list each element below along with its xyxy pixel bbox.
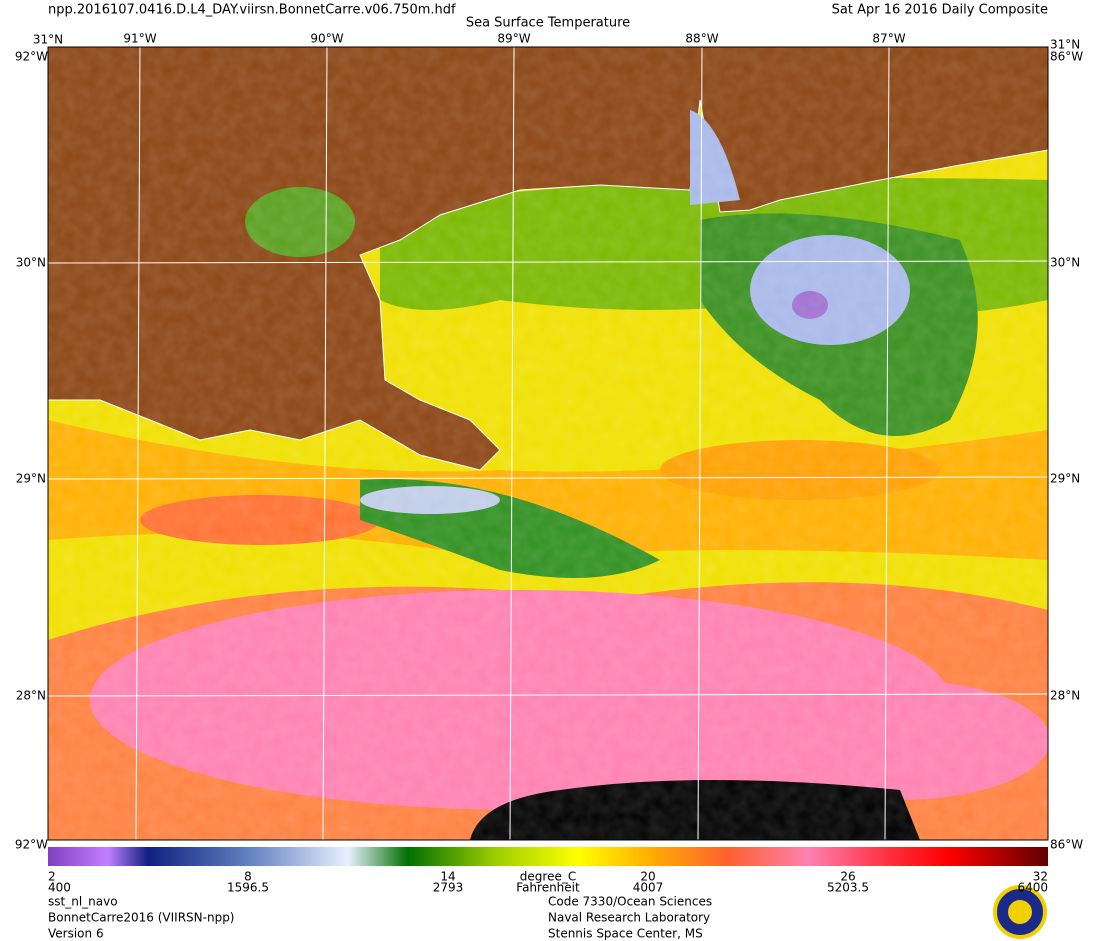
longitude-label: 89°W	[497, 32, 530, 46]
longitude-label: 90°W	[310, 32, 343, 46]
footer-text: sst_nl_navo	[48, 895, 118, 909]
meridian	[322, 47, 328, 840]
colorbar-tick-label: 32	[1033, 870, 1048, 884]
footer-text: Version 6	[48, 927, 104, 941]
footer-text: Stennis Space Center, MS	[548, 927, 703, 941]
corner-label: 31°N	[33, 33, 63, 47]
colorbar-tick-label: 1596.5	[227, 881, 269, 895]
latitude-label: 30°N	[16, 256, 46, 270]
date: Sat Apr 16 2016 Daily Composite	[832, 3, 1048, 18]
colorbar-tick-label: 14	[440, 870, 455, 884]
logo	[993, 885, 1047, 939]
footer-text: Code 7330/Ocean Sciences	[548, 895, 712, 909]
longitude-label: 87°W	[872, 32, 905, 46]
meridian	[135, 47, 141, 840]
title: Sea Surface Temperature	[466, 16, 630, 31]
colorbar-tick-label: 2793	[433, 881, 464, 895]
latitude-label: 28°N	[16, 689, 46, 703]
colorbar-tick-label: 4007	[633, 881, 664, 895]
footer-center: Code 7330/Ocean Sciences Naval Research …	[548, 895, 712, 941]
parallel	[48, 260, 1048, 264]
meridian	[884, 47, 890, 840]
meridian	[697, 47, 703, 840]
corner-label: 92°W	[15, 50, 48, 64]
corner-label: 86°W	[1050, 838, 1083, 852]
colorbar-tick-label: 26	[840, 870, 855, 884]
map	[48, 47, 1048, 840]
footer-text: Naval Research Laboratory	[548, 911, 710, 925]
unit-label: degree_C	[520, 870, 576, 884]
colorbar-tick-label: 20	[640, 870, 655, 884]
corner-label: 92°W	[15, 838, 48, 852]
colorbar	[48, 847, 1048, 866]
parallel	[48, 476, 1048, 480]
unit-label: Fahrenheit	[516, 881, 580, 895]
longitude-label: 91°W	[123, 32, 156, 46]
longitude-label: 88°W	[685, 32, 718, 46]
texture	[48, 47, 1048, 840]
corner-label: 86°W	[1050, 50, 1083, 64]
colorbar-tick-label: 2	[48, 870, 56, 884]
footer-text: BonnetCarre2016 (VIIRSN-npp)	[48, 911, 235, 925]
latitude-label: 30°N	[1050, 256, 1080, 270]
latitude-label: 31°N	[1050, 38, 1080, 52]
map-frame	[47, 46, 1049, 841]
graticule	[48, 47, 1048, 840]
colorbar-tick-label: 6400	[1017, 881, 1048, 895]
colorbar-tick-label: 5203.5	[827, 881, 869, 895]
latitude-label: 28°N	[1050, 689, 1080, 703]
colorbar-tick-label: 8	[244, 870, 252, 884]
colorbar-tick-label: 400	[48, 881, 71, 895]
parallel	[48, 693, 1048, 697]
meridian	[509, 47, 515, 840]
latitude-label: 29°N	[1050, 472, 1080, 486]
file-name: npp.2016107.0416.D.L4_DAY.viirsn.BonnetC…	[48, 3, 456, 18]
footer-left: sst_nl_navo BonnetCarre2016 (VIIRSN-npp)…	[48, 895, 235, 941]
latitude-label: 29°N	[16, 472, 46, 486]
